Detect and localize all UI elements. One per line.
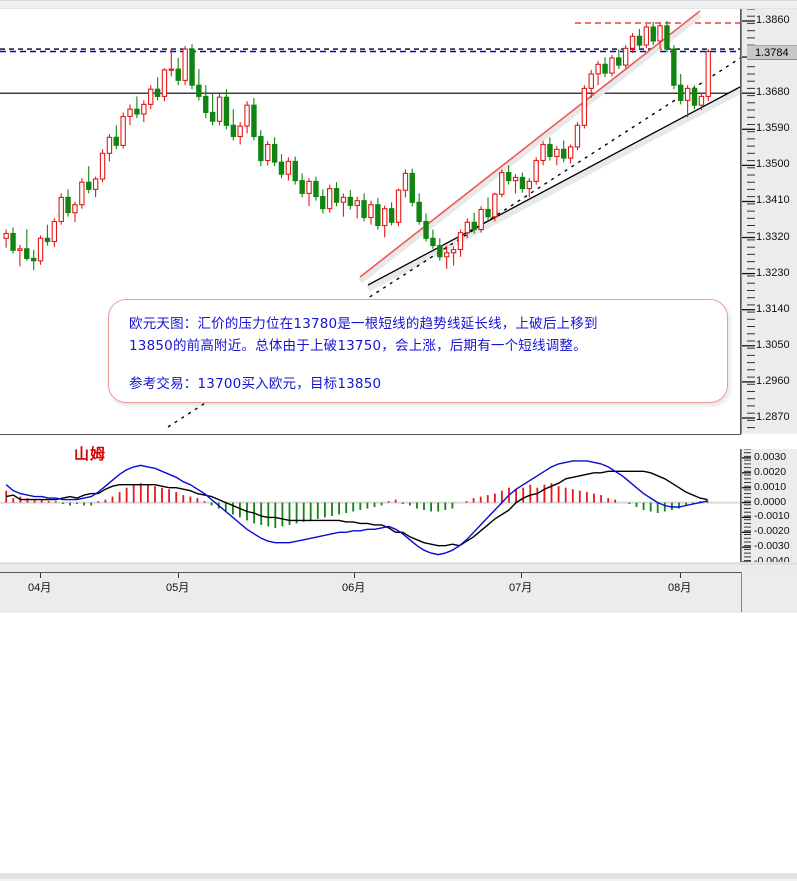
price-axis-tick-label: 1.3050 (756, 338, 790, 351)
annotation-line-2: 13850的前高附近。总体由于上破13750，会上涨，后期有一个短线调整。 (129, 338, 587, 354)
price-axis-tick-label: 1.2870 (756, 410, 790, 423)
price-axis-tick-label: 1.2960 (756, 374, 790, 387)
toolbar-divider-bottom (0, 8, 797, 9)
price-axis-tick-label: 1.3860 (756, 14, 790, 27)
macd-axis-tick-label: -0.0020 (754, 525, 790, 538)
macd-indicator-panel[interactable] (0, 449, 741, 572)
annotation-callout[interactable]: 欧元天图：汇价的压力位在13780是一根短线的趋势线延长线，上破后上移到 138… (108, 299, 728, 403)
price-axis-tick-label: 1.3140 (756, 302, 790, 315)
macd-axis-tick-label: -0.0010 (754, 510, 790, 523)
macd-axis-tick-label: -0.0040 (754, 556, 790, 567)
time-axis-label: 04月 (28, 582, 52, 594)
price-axis-tick-label: 1.3590 (756, 122, 790, 135)
macd-axis-tick-label: 0.0030 (754, 450, 787, 463)
time-axis-tick (354, 573, 355, 578)
price-axis-tick-label: 1.3410 (756, 194, 790, 207)
annotation-line-3: 参考交易：13700买入欧元，目标13850 (129, 376, 382, 392)
time-axis-label: 06月 (342, 582, 366, 594)
macd-plot (0, 460, 740, 556)
price-axis[interactable]: 1.38601.37701.36801.35901.35001.34101.33… (741, 9, 797, 434)
current-price-label: 1.3784 (747, 44, 797, 60)
time-axis-tick (40, 573, 41, 578)
time-axis-tick (521, 573, 522, 578)
macd-axis-ticks (742, 449, 751, 569)
time-axis-tick (680, 573, 681, 578)
price-axis-tick-label: 1.3230 (756, 266, 790, 279)
macd-axis[interactable]: 0.0030 0.0020 0.0010 0.0000 -0.0010 -0.0020 -0… (741, 449, 797, 571)
macd-axis-tick-label: -0.0030 (754, 540, 790, 553)
time-axis-label: 05月 (166, 582, 190, 594)
time-axis-tick (178, 573, 179, 578)
time-axis-label: 08月 (668, 582, 692, 594)
annotation-line-1: 欧元天图：汇价的压力位在13780是一根短线的趋势线延长线，上破后上移到 (129, 316, 598, 332)
price-axis-tick-label: 1.3680 (756, 86, 790, 99)
time-axis-label: 07月 (509, 582, 533, 594)
toolbar-band (0, 0, 797, 9)
candlestick-plot (0, 10, 740, 428)
watermark-text: 山姆 (74, 445, 107, 463)
macd-axis-tick-label: 0.0020 (754, 465, 787, 478)
macd-axis-tick-label: 0.0000 (754, 495, 787, 508)
time-axis-shade-upper (0, 562, 797, 565)
toolbar-divider-top (0, 0, 797, 1)
time-axis-shade (0, 565, 797, 572)
axis-corner (741, 572, 797, 612)
price-axis-ticks (742, 9, 755, 429)
price-axis-tick-label: 1.3320 (756, 230, 790, 243)
time-axis[interactable]: 04月 05月 06月 07月 08月 (0, 572, 797, 613)
price-axis-tick-label: 1.3500 (756, 158, 790, 171)
current-price-value: 1.3784 (755, 46, 789, 59)
macd-axis-tick-label: 0.0010 (754, 480, 787, 493)
panel-separator (0, 435, 797, 881)
